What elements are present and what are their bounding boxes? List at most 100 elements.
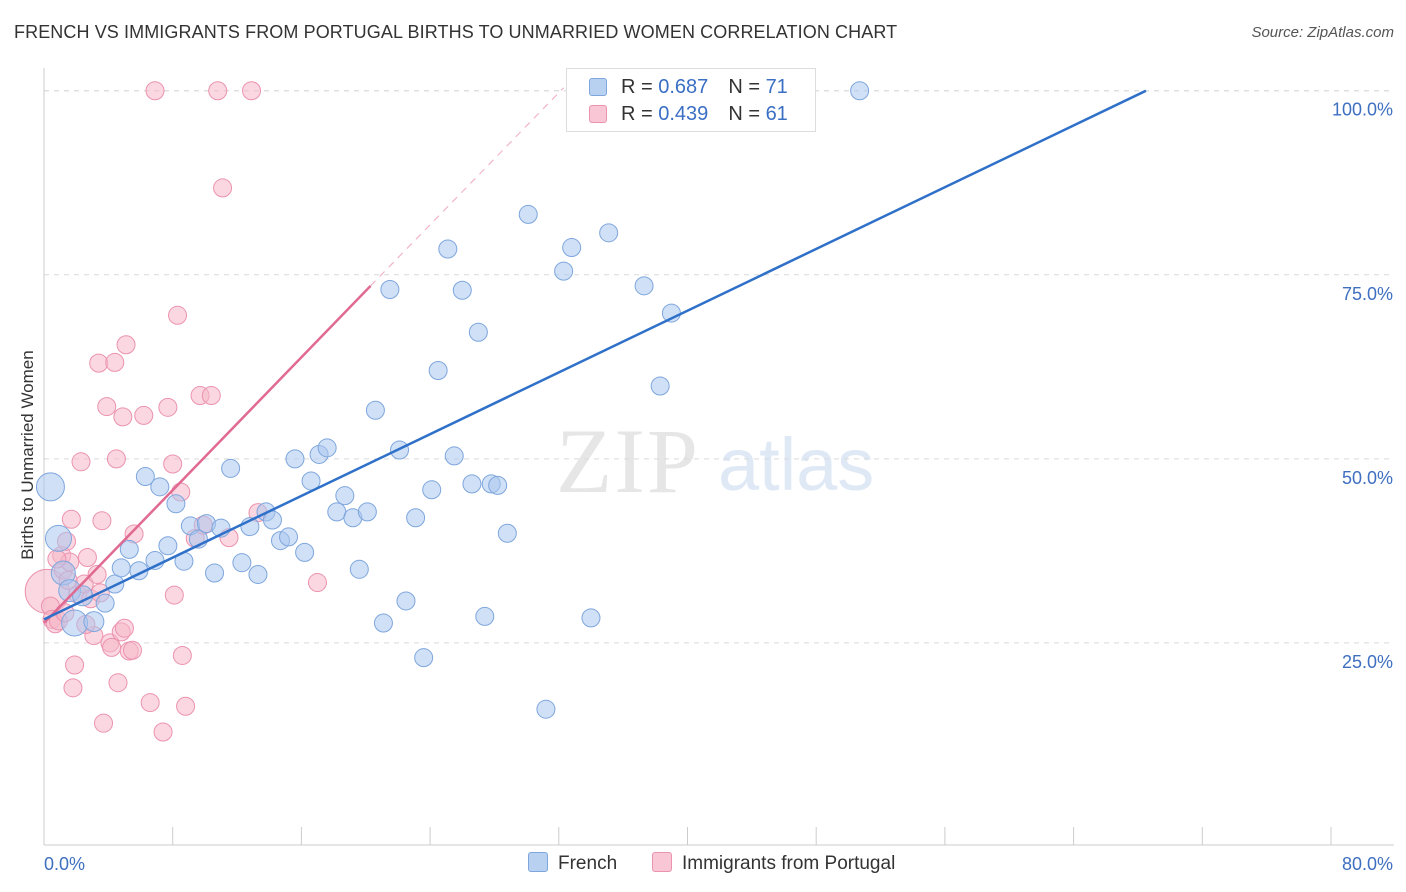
french-n-value: 71 (765, 76, 788, 98)
portugal-point-49 (208, 81, 228, 101)
y-tick-label-100: 100.0% (1332, 100, 1393, 120)
portugal-point-41 (168, 305, 188, 325)
french-point-9 (111, 558, 131, 578)
portugal-point-13 (71, 452, 91, 472)
watermark-zip: ZIP (556, 410, 700, 512)
french-n-label: N = (728, 76, 766, 98)
portugal-point-9 (61, 509, 81, 529)
french-point-64 (599, 223, 619, 243)
french-point-66 (634, 276, 654, 296)
french-point-60 (536, 699, 556, 719)
portugal-point-50 (213, 178, 233, 198)
portugal-swatch (589, 105, 607, 123)
portugal-point-35 (140, 693, 160, 713)
portugal-point-22 (97, 397, 117, 417)
french-point-37 (335, 486, 355, 506)
french-point-58 (497, 523, 517, 543)
portugal-trend-extension (370, 87, 565, 287)
french-point-42 (373, 613, 393, 633)
french-point-62 (562, 238, 582, 258)
x-tick-label-min: 0.0% (44, 854, 85, 874)
watermark: ZIP atlas (556, 410, 874, 512)
french-point-48 (422, 480, 442, 500)
french-point-39 (349, 559, 369, 579)
portugal-point-38 (158, 397, 178, 417)
portugal-point-18 (87, 564, 107, 584)
portugal-legend-label: Immigrants from Portugal (682, 853, 896, 874)
portugal-point-52 (242, 81, 262, 101)
french-point-30 (279, 527, 299, 547)
portugal-point-25 (105, 352, 125, 372)
portugal-point-19 (89, 353, 109, 373)
portugal-point-11 (65, 655, 85, 675)
french-point-67 (650, 376, 670, 396)
portugal-point-48 (201, 386, 221, 406)
portugal-point-10 (63, 678, 83, 698)
french-point-51 (444, 446, 464, 466)
portugal-point-43 (172, 645, 192, 665)
portugal-n-label: N = (728, 103, 766, 125)
french-point-55 (475, 606, 495, 626)
portugal-point-39 (163, 454, 183, 474)
portugal-point-54 (307, 573, 327, 593)
portugal-trend-line (43, 284, 372, 624)
y-tick-label-25: 25.0% (1342, 652, 1393, 672)
french-r-value: 0.687 (658, 76, 709, 98)
french-point-10 (119, 539, 139, 559)
portugal-r-label: R = (621, 103, 659, 125)
portugal-point-40 (164, 585, 184, 605)
french-point-52 (452, 280, 472, 300)
y-tick-label-50: 50.0% (1342, 468, 1393, 488)
french-points (35, 81, 870, 719)
portugal-point-21 (94, 713, 114, 733)
french-point-24 (232, 553, 252, 573)
portugal-point-37 (153, 722, 173, 742)
french-point-63 (581, 608, 601, 628)
french-point-23 (221, 458, 241, 478)
axes (43, 68, 1394, 846)
watermark-atlas: atlas (718, 423, 874, 506)
french-point-14 (150, 477, 170, 497)
portugal-point-26 (106, 449, 126, 469)
y-tick-label-75: 75.0% (1342, 284, 1393, 304)
french-point-6 (83, 611, 105, 633)
french-point-40 (357, 502, 377, 522)
french-point-26 (248, 564, 268, 584)
portugal-point-27 (108, 673, 128, 693)
french-point-16 (166, 494, 186, 514)
portugal-point-29 (113, 407, 133, 427)
portugal-points (24, 81, 327, 742)
french-point-46 (406, 508, 426, 528)
french-point-31 (285, 449, 305, 469)
french-point-47 (414, 648, 434, 668)
french-point-59 (518, 204, 538, 224)
portugal-point-20 (92, 511, 112, 531)
french-point-21 (205, 563, 225, 583)
correlation-legend: R = 0.687 N = 71 R = 0.439 N = 61 (566, 68, 816, 132)
french-point-43 (380, 280, 400, 300)
portugal-point-44 (176, 696, 196, 716)
french-trend-line (43, 89, 1147, 621)
portugal-legend-swatch (652, 852, 672, 872)
portugal-point-31 (116, 335, 136, 355)
legend-item-portugal[interactable]: Immigrants from Portugal (652, 852, 895, 875)
french-point-36 (327, 502, 347, 522)
french-r-label: R = (621, 76, 659, 98)
french-point-0 (35, 472, 65, 502)
y-axis-label: Births to Unmarried Women (18, 350, 37, 560)
legend-item-french[interactable]: French (528, 852, 617, 875)
french-point-1 (44, 524, 72, 552)
portugal-point-15 (77, 548, 97, 568)
french-point-57 (488, 475, 508, 495)
french-point-41 (365, 400, 385, 420)
source-label: Source: ZipAtlas.com (1251, 24, 1394, 41)
french-point-49 (428, 361, 448, 381)
french-legend-label: French (558, 853, 618, 874)
french-legend-swatch (528, 852, 548, 872)
tick-labels: 25.0% 50.0% 75.0% 100.0% 0.0% 80.0% (44, 100, 1393, 874)
french-point-15 (158, 536, 178, 556)
portugal-n-value: 61 (765, 103, 788, 125)
portugal-point-30 (114, 618, 134, 638)
french-swatch (589, 78, 607, 96)
french-point-45 (396, 591, 416, 611)
